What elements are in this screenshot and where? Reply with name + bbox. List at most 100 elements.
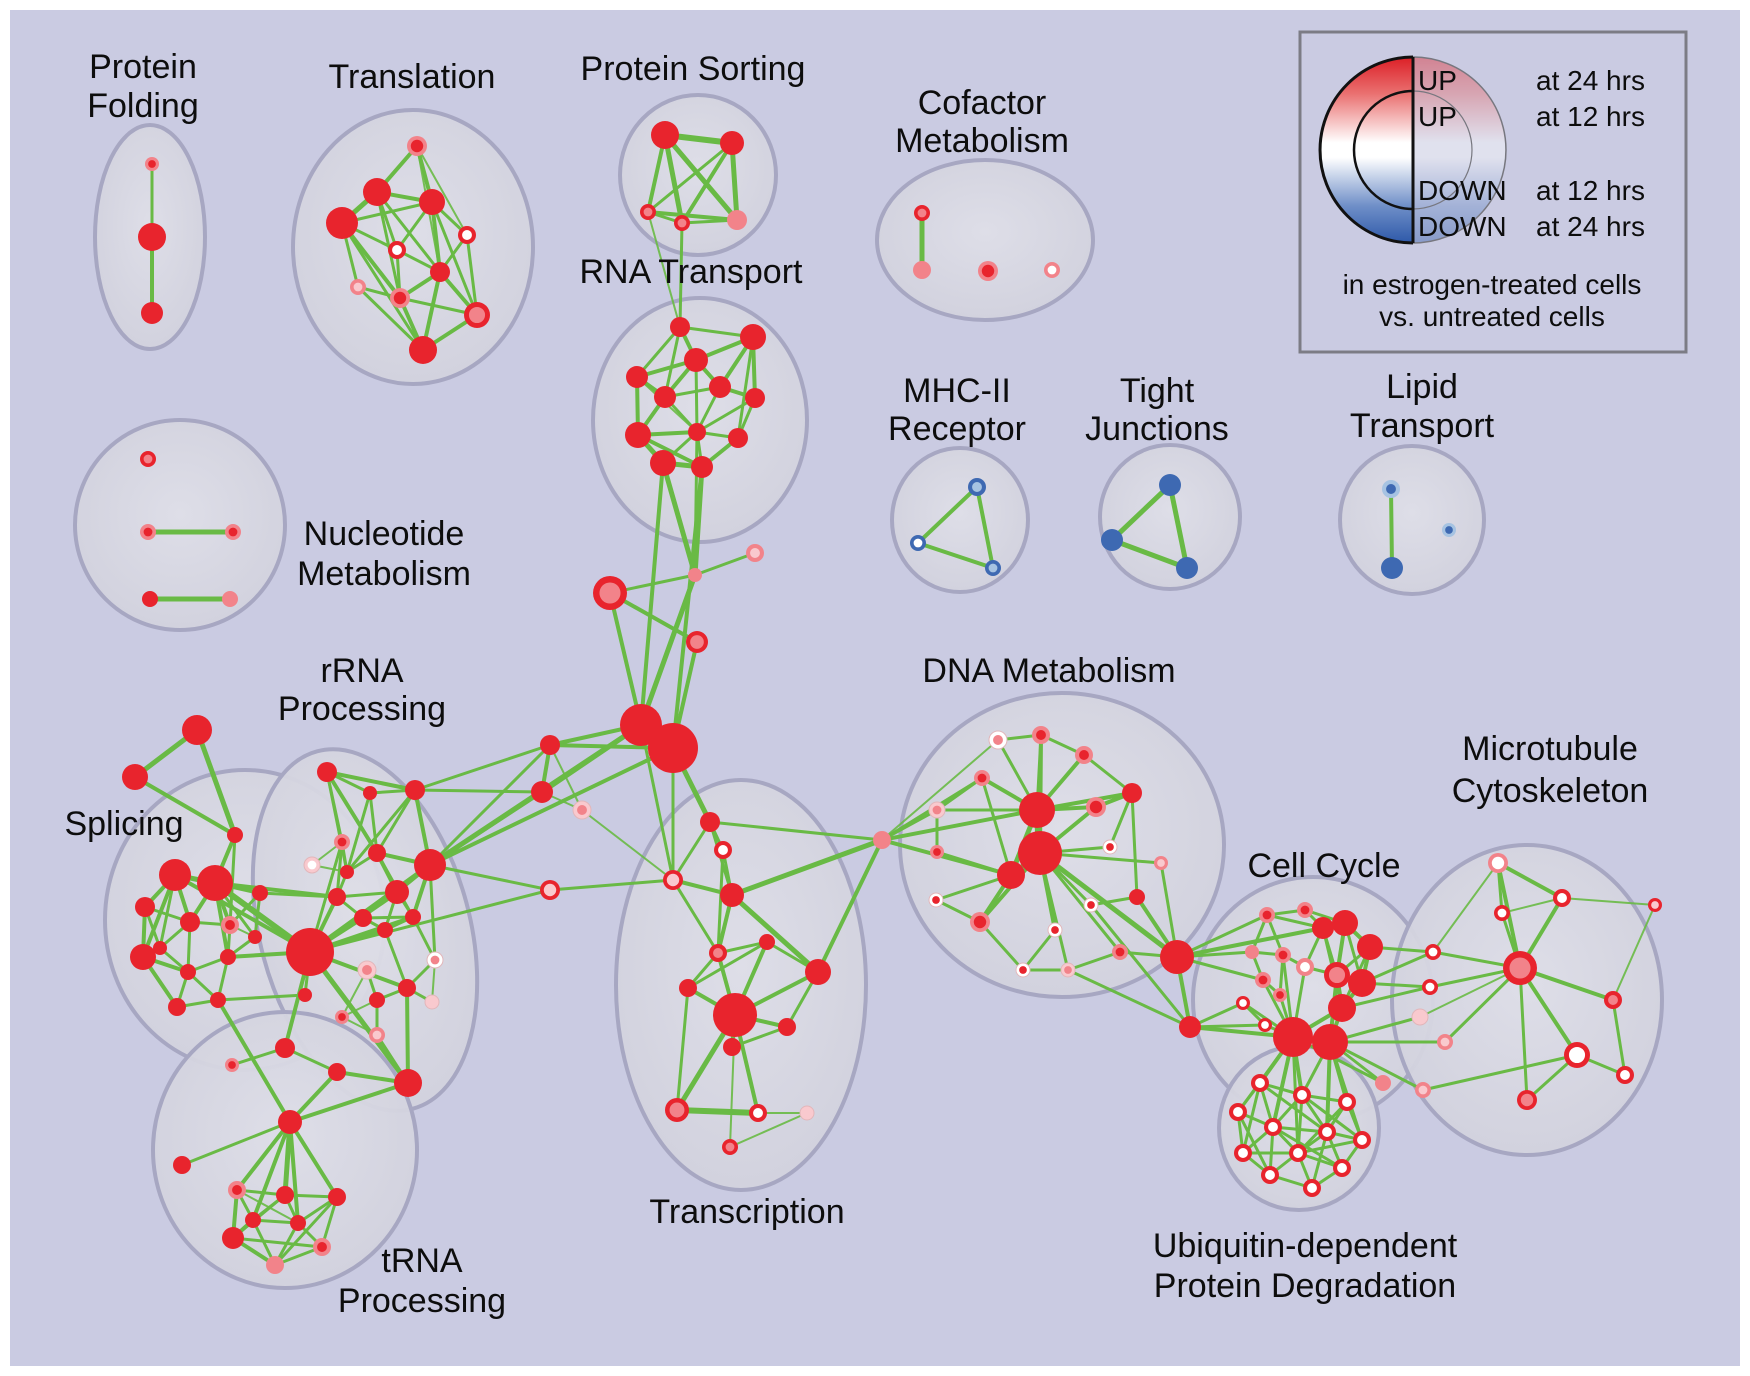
edge: [978, 920, 1025, 972]
node: [625, 422, 651, 448]
node: [1083, 897, 1099, 913]
edge: [398, 296, 479, 317]
edge: [730, 1025, 789, 1049]
node: [290, 1215, 306, 1231]
edge: [345, 788, 417, 874]
node: [970, 912, 990, 932]
edge: [1421, 1053, 1579, 1092]
node: [1425, 944, 1441, 960]
edge: [671, 820, 712, 882]
edge: [1109, 537, 1190, 571]
node: [1160, 940, 1194, 974]
node: [220, 949, 236, 965]
node: [1229, 1103, 1247, 1121]
edge: [1561, 897, 1656, 906]
node: [1488, 853, 1508, 873]
cluster-label-protein-folding: Protein: [89, 48, 197, 86]
node: [414, 849, 446, 881]
edge: [375, 788, 417, 855]
edge: [608, 591, 643, 727]
node: [275, 1038, 295, 1058]
node: [1060, 962, 1076, 978]
node: [913, 261, 931, 279]
node: [914, 205, 930, 221]
edge: [1296, 1138, 1364, 1155]
legend: UP at 24 hrs UP at 12 hrs DOWN at 12 hrs…: [1298, 30, 1688, 354]
edge: [428, 863, 552, 892]
edge: [880, 808, 1039, 842]
node: [222, 591, 238, 607]
edge: [194, 727, 238, 838]
node: [354, 909, 372, 927]
edge: [1389, 487, 1394, 570]
node: [988, 730, 1008, 750]
node: [1312, 917, 1334, 939]
node: [709, 944, 727, 962]
legend-outer-left-arc: [1318, 55, 1414, 245]
node: [385, 880, 409, 904]
edge: [916, 541, 995, 570]
node: [745, 388, 765, 408]
cluster-ellipse-transcription: [614, 778, 868, 1192]
node: [225, 524, 241, 540]
node: [1382, 480, 1400, 498]
cluster-label-translation: Translation: [329, 58, 496, 96]
node: [778, 1018, 796, 1036]
node: [1297, 902, 1313, 918]
cluster-label-cell-cycle: Cell Cycle: [1247, 847, 1400, 885]
node: [248, 930, 262, 944]
node: [1328, 994, 1356, 1022]
edge: [693, 551, 757, 577]
node: [1296, 958, 1314, 976]
edge: [1611, 998, 1627, 1077]
cluster-label-splicing: Splicing: [64, 805, 183, 843]
edge: [980, 776, 1013, 877]
edge: [708, 820, 884, 842]
legend-outer-right-arc: [1412, 56, 1507, 244]
edge: [675, 986, 690, 1112]
node: [328, 1063, 346, 1081]
cluster-label-cofactor-metabolism: Cofactor: [918, 84, 1047, 122]
node: [1324, 962, 1350, 988]
edge: [258, 891, 339, 899]
node: [759, 934, 775, 950]
node: [714, 841, 732, 859]
cluster-ellipse-microtubule-cytoskeleton: [1390, 843, 1664, 1157]
edge: [729, 140, 740, 223]
node: [1289, 1144, 1307, 1162]
node: [388, 241, 406, 259]
node: [228, 1181, 246, 1199]
node: [266, 1256, 284, 1274]
node: [276, 1186, 294, 1204]
cluster-label-tight-junctions: Junctions: [1085, 410, 1229, 448]
node: [648, 723, 698, 773]
node: [1086, 797, 1106, 817]
edge: [694, 358, 699, 434]
edge: [416, 145, 468, 236]
node: [153, 941, 167, 955]
edge: [729, 1112, 808, 1148]
node: [1332, 910, 1358, 936]
node: [368, 844, 386, 862]
node: [654, 386, 676, 408]
node: [997, 861, 1025, 889]
node: [407, 136, 427, 156]
node: [1129, 889, 1145, 905]
node: [328, 888, 346, 906]
edge: [340, 221, 425, 352]
legend-row-1-dir: UP: [1418, 101, 1457, 132]
edge: [916, 485, 979, 545]
node: [805, 959, 831, 985]
edge: [1037, 850, 1180, 960]
node: [593, 576, 627, 610]
node: [728, 428, 748, 448]
node: [1273, 988, 1287, 1002]
cluster-label-nucleotide-metabolism: Nucleotide: [304, 515, 465, 553]
node: [303, 856, 321, 874]
edge: [716, 848, 725, 955]
edge: [236, 1189, 299, 1224]
edge: [1167, 482, 1190, 571]
cluster-label-microtubule-cytoskeleton: Cytoskeleton: [1452, 772, 1649, 810]
node: [1357, 934, 1383, 960]
node: [1234, 1144, 1252, 1162]
